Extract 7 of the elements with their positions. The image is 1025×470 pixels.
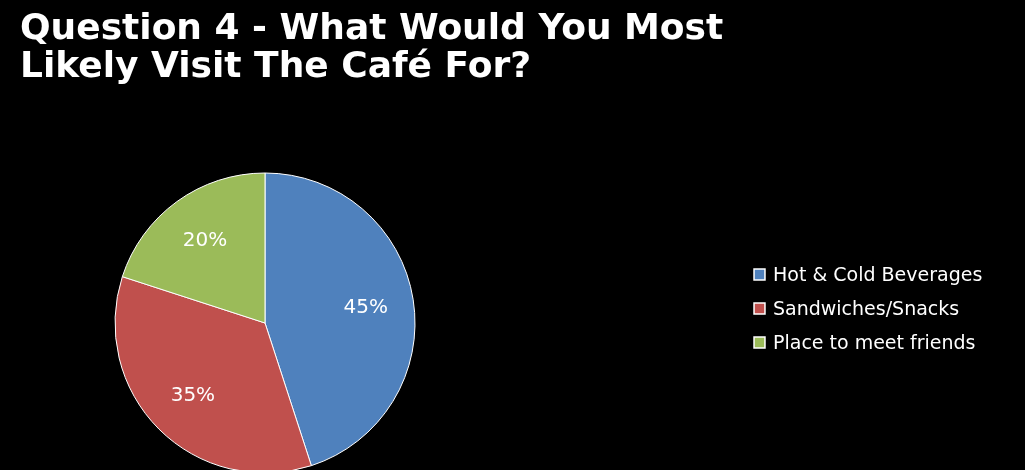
legend-label: Place to meet friends [773,330,976,353]
data-label: 45% [343,294,388,319]
data-label: 35% [170,382,216,407]
chart-title: Question 4 - What Would You Most Likely Visit The Café For? [20,6,724,85]
legend-label: Hot & Cold Beverages [773,262,983,285]
legend-label: Sandwiches/Snacks [773,296,960,319]
data-label: 20% [182,227,228,252]
